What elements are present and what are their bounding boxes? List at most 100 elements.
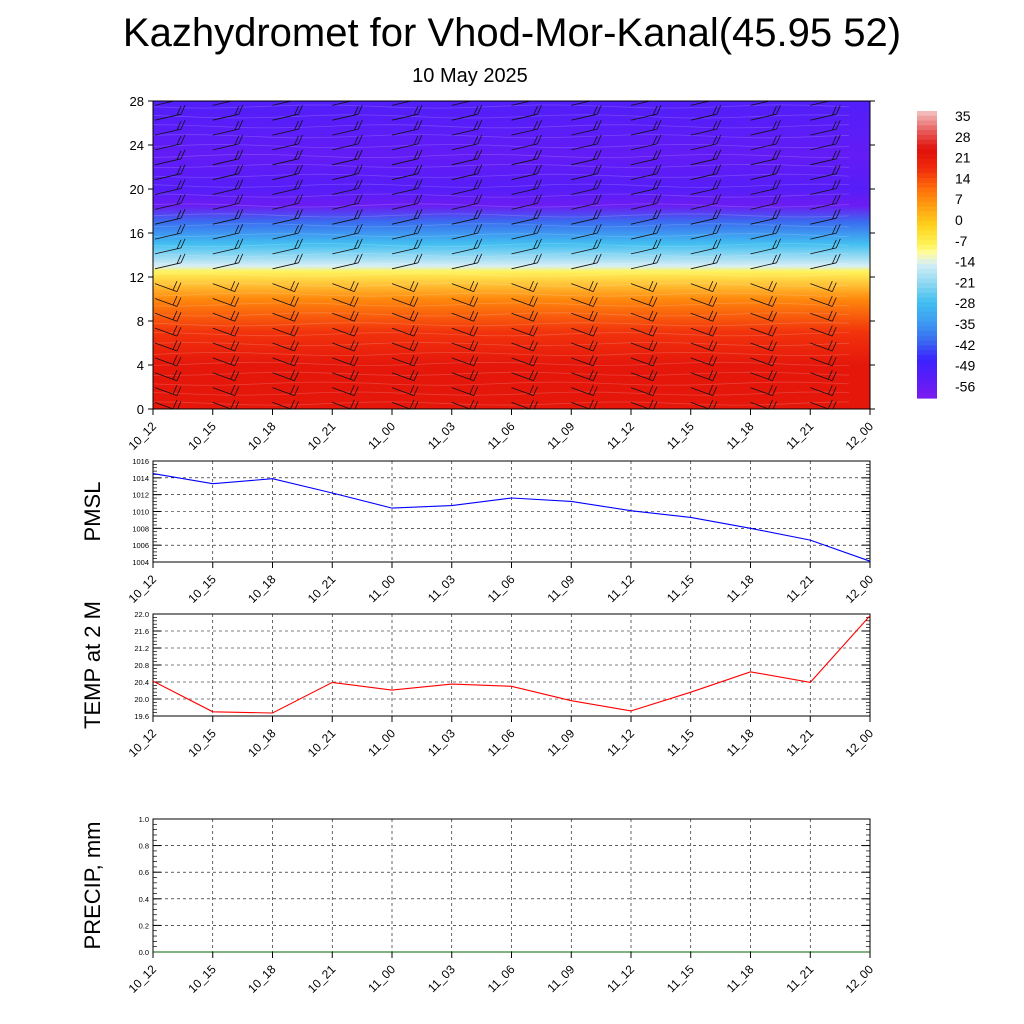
wind-barb — [630, 209, 662, 225]
contour-line — [153, 381, 850, 386]
contour-line — [153, 252, 850, 258]
colorbar-segment — [917, 173, 937, 179]
wind-barb — [750, 164, 781, 181]
contour-line — [153, 351, 850, 357]
wind-barb — [630, 149, 662, 166]
wind-barb — [690, 384, 718, 396]
wind-barb — [391, 253, 423, 270]
y-tick-label: 1010 — [132, 508, 149, 517]
x-tick-label: 11_21 — [784, 419, 817, 452]
colorbar-segment — [917, 369, 937, 375]
wind-barb — [571, 310, 598, 322]
contour-lines — [153, 104, 850, 406]
y-axis-title: PRECIP, mm — [80, 822, 105, 950]
wind-barb — [212, 253, 244, 270]
wind-barb — [212, 325, 240, 337]
colorbar-label: -49 — [955, 358, 975, 374]
wind-barb — [810, 105, 841, 121]
contour-line — [153, 262, 850, 267]
wind-barb — [212, 119, 244, 136]
wind-barb — [154, 101, 176, 106]
wind-barb — [571, 238, 602, 255]
wind-barb — [869, 268, 870, 269]
wind-barb — [630, 295, 658, 307]
colorbar-segment — [917, 230, 937, 236]
wind-barb — [451, 223, 483, 240]
wind-barb — [451, 119, 483, 136]
colorbar-label: -42 — [955, 337, 975, 353]
contour-line — [153, 302, 850, 307]
contour-line — [153, 233, 850, 238]
contour-line — [153, 342, 850, 347]
y-tick-label: 20 — [130, 182, 144, 197]
x-tick-label: 11_00 — [365, 726, 398, 759]
colorbar-segment — [917, 158, 937, 165]
contour-line — [153, 292, 849, 297]
wind-barb — [391, 280, 419, 292]
colorbar-segment — [917, 374, 937, 380]
wind-barb — [391, 134, 423, 151]
wind-barb — [690, 238, 722, 255]
colorbar-segment — [917, 350, 937, 356]
wind-barb — [511, 179, 542, 195]
colorbar-segment — [917, 130, 937, 136]
wind-barb — [391, 101, 413, 106]
wind-barb — [511, 194, 542, 210]
colorbar-segment — [917, 125, 937, 131]
x-tick-label: 10_21 — [305, 419, 339, 453]
wind-barb — [750, 149, 781, 166]
colorbar-segment — [917, 383, 937, 390]
wind-barb — [154, 384, 182, 396]
wind-barb — [690, 101, 712, 106]
wind-barb — [272, 295, 299, 307]
wind-barb — [750, 280, 777, 292]
wind-barb — [810, 134, 841, 151]
x-tick-label: 11_15 — [664, 419, 697, 452]
colorbar-segment — [917, 364, 937, 370]
precip-panel: 0.0 0.2 0.4 0.6 0.8 1.0 10_12 10_15 10_18 10_21 11… — [80, 815, 876, 996]
wind-barb — [571, 253, 602, 270]
colorbar-segment — [917, 163, 937, 169]
wind-barb — [272, 340, 299, 352]
wind-barb — [272, 370, 299, 382]
wind-barb — [212, 295, 240, 307]
colorbar-segment — [917, 302, 937, 308]
y-tick-label: 0.0 — [139, 948, 149, 957]
colorbar-segment — [917, 168, 937, 174]
colorbar-segment — [917, 187, 937, 193]
y-tick-label: 8 — [137, 314, 144, 329]
wind-barb — [451, 194, 483, 210]
x-tick-label: 12_00 — [843, 726, 877, 760]
y-tick-label: 0.4 — [139, 895, 149, 904]
wind-barb — [272, 238, 303, 255]
wind-barb — [332, 238, 363, 255]
wind-barb — [630, 105, 662, 121]
y-tick-label: 22.0 — [134, 610, 149, 619]
wind-barb — [750, 384, 777, 396]
wind-barb — [212, 105, 244, 121]
colorbar-segment — [917, 335, 937, 342]
wind-barb — [690, 355, 718, 367]
wind-barb — [750, 310, 777, 322]
x-tick-label: 11_18 — [724, 962, 757, 995]
wind-barb — [451, 149, 483, 166]
x-tick-label: 11_15 — [664, 572, 697, 605]
y-tick-label: 21.6 — [134, 627, 149, 636]
colorbar-label: -35 — [955, 316, 975, 332]
wind-barb — [511, 149, 542, 166]
wind-barb — [869, 164, 870, 165]
wind-barb — [511, 384, 538, 396]
wind-barb — [630, 101, 652, 106]
x-tick-label: 11_09 — [545, 962, 578, 995]
contour-line — [153, 144, 850, 149]
wind-barb — [571, 370, 598, 382]
x-tick-label: 11_03 — [425, 572, 458, 605]
wind-barb — [810, 194, 841, 210]
x-tick-label: 10_12 — [126, 962, 160, 996]
x-tick-label: 10_18 — [245, 419, 279, 453]
y-tick-label: 19.6 — [134, 712, 149, 721]
wind-barb — [332, 310, 359, 322]
wind-barb — [571, 340, 598, 352]
wind-barb — [869, 223, 870, 225]
wind-barb — [212, 370, 240, 382]
